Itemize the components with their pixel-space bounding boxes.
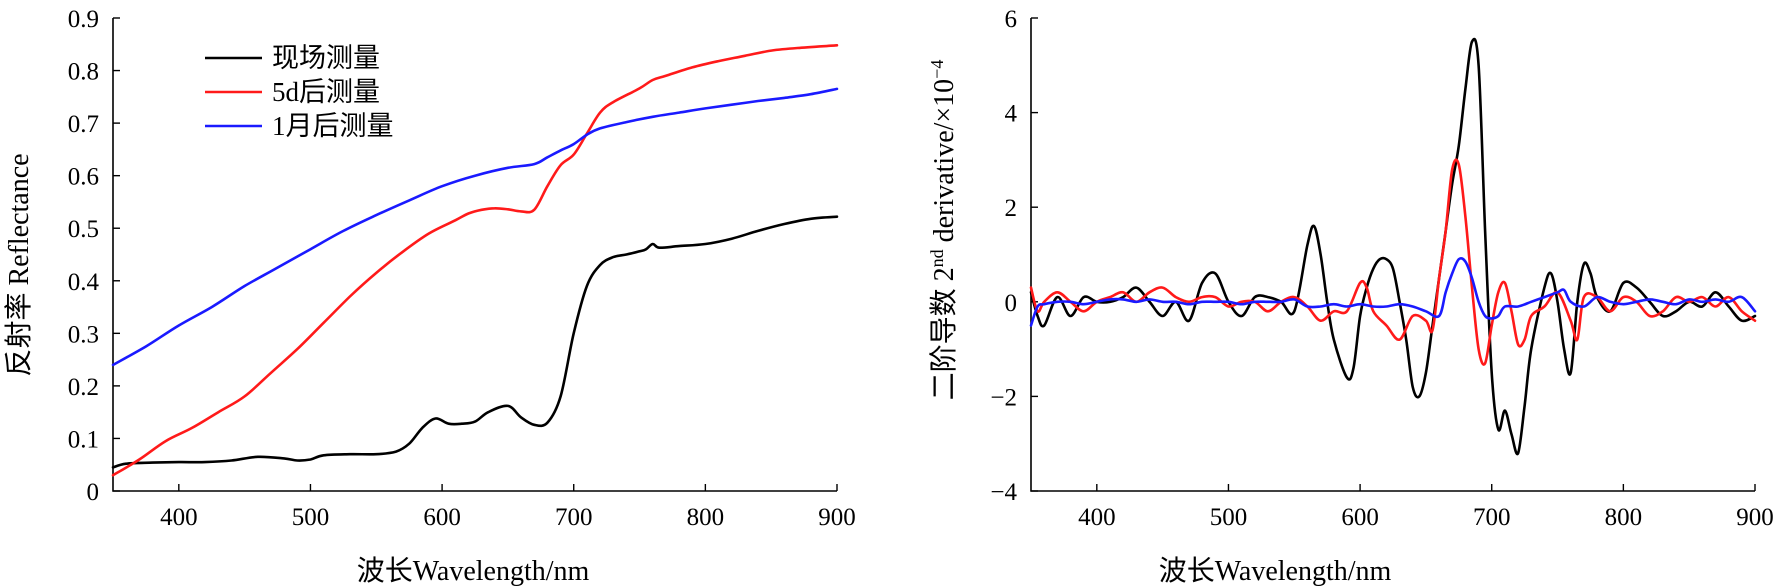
second-derivative-y-tick-label: −4 [990,479,1017,506]
second-derivative-x-tick-label: 500 [1210,504,1248,531]
second-derivative-series-group [1029,37,1757,456]
reflectance-x-tick-label: 700 [555,504,593,531]
second-derivative-axis-lines [1030,18,1755,492]
second-derivative-x-tick-label: 400 [1078,504,1116,531]
legend-label-2: 5d后测量 [272,77,380,107]
reflectance-x-tick-label: 600 [423,504,461,531]
reflectance-series-line-1 [111,215,839,469]
reflectance-y-tick-label: 0.2 [68,374,99,401]
reflectance-x-tick-label: 500 [292,504,330,531]
reflectance-y-tick-label: 0.5 [68,216,99,243]
second-derivative-chart: 400 500 600 700 800 900 −4 −2 0 2 4 6 波长Wavelength/… [927,6,1774,587]
reflectance-x-tick-label: 800 [687,504,725,531]
second-derivative-y-tick-label: 2 [1005,195,1018,222]
reflectance-axis-lines [112,18,837,492]
reflectance-series-line-3 [111,87,839,367]
second-derivative-y-tick-label: 4 [1005,101,1018,128]
ylabel-rest: derivative/×10 [929,79,960,250]
reflectance-y-tick-label: 0.1 [68,426,99,453]
ylabel-superscript: nd [927,249,947,267]
second-derivative-x-tick-label: 600 [1341,504,1379,531]
second-derivative-x-axis-title: 波长Wavelength/nm [1159,555,1392,587]
second-derivative-x-tick-label: 800 [1605,504,1643,531]
ylabel-exponent: −4 [927,60,947,79]
reflectance-x-tick-label: 900 [818,504,856,531]
reflectance-chart: 400 500 600 700 800 900 0 0.1 0.2 0.3 0.4 0.5 0.6 0.7… [3,6,856,587]
reflectance-y-tick-label: 0 [87,479,100,506]
second-derivative-series-line-1 [1029,37,1757,456]
reflectance-y-axis-title: 反射率 Reflectance [3,153,35,376]
reflectance-x-axis-title: 波长Wavelength/nm [357,555,590,587]
second-derivative-y-tick-label: −2 [990,384,1017,411]
legend-label-1: 现场测量 [272,43,380,73]
legend-label-3: 1月后测量 [272,111,394,141]
reflectance-y-tick-label: 0.8 [68,59,99,86]
second-derivative-y-axis-title: 二阶导数 2nd derivative/×10−4 [927,60,960,401]
ylabel-main: 二阶导数 2 [928,267,960,400]
reflectance-series-line-2 [111,44,839,477]
legend: 现场测量 5d后测量 1月后测量 [205,43,394,141]
reflectance-y-tick-label: 0.9 [68,6,99,33]
second-derivative-x-tick-label: 900 [1736,504,1774,531]
second-derivative-y-tick-label: 6 [1005,6,1018,33]
reflectance-axes: 400 500 600 700 800 900 0 0.1 0.2 0.3 0.4 0.5 0.6 0.7… [68,6,856,531]
reflectance-x-tick-label: 400 [160,504,198,531]
reflectance-y-tick-label: 0.3 [68,321,99,348]
reflectance-y-tick-label: 0.4 [68,269,100,296]
reflectance-y-tick-label: 0.7 [68,111,99,138]
second-derivative-series-line-3 [1029,256,1757,327]
reflectance-series-group [111,44,839,477]
second-derivative-x-tick-label: 700 [1473,504,1511,531]
second-derivative-series-line-2 [1029,158,1757,366]
second-derivative-y-tick-label: 0 [1005,290,1018,317]
reflectance-y-tick-label: 0.6 [68,164,99,191]
second-derivative-axes: 400 500 600 700 800 900 −4 −2 0 2 4 6 [990,6,1773,531]
